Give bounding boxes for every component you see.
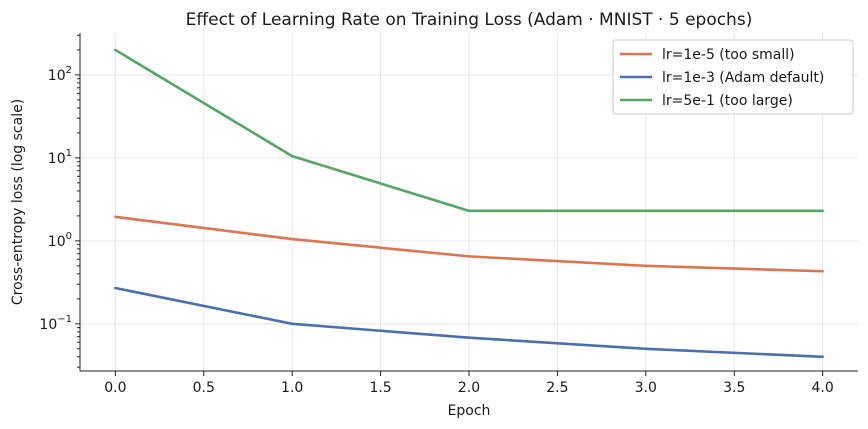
legend-frame	[612, 39, 854, 115]
x-axis-title: Epoch	[448, 403, 491, 419]
x-ticks: 0.0 0.5 1.0 1.5 2.0 2.5 3.0 3.5 4.0	[104, 371, 834, 396]
legend: lr=1e-5 (too small) lr=1e-3 (Adam default…	[612, 39, 854, 115]
x-tick-label: 1.5	[369, 380, 391, 396]
chart-title: Effect of Learning Rate on Training Loss…	[186, 10, 753, 30]
x-tick-label: 4.0	[812, 380, 834, 396]
legend-label: lr=5e-1 (too large)	[662, 93, 793, 109]
series-line	[114, 286, 824, 359]
y-tick-label: 100	[48, 231, 72, 250]
x-tick-label: 0.0	[104, 380, 126, 396]
x-tick-label: 0.5	[193, 380, 215, 396]
x-tick-label: 2.0	[458, 380, 480, 396]
series-line	[114, 215, 824, 273]
legend-label: lr=1e-5 (too small)	[662, 47, 795, 63]
y-tick-label: 101	[48, 148, 72, 167]
x-tick-label: 2.5	[546, 380, 568, 396]
y-tick-label: 102	[48, 65, 72, 84]
y-tick-label: 10−1	[39, 314, 72, 333]
x-tick-label: 3.0	[635, 380, 657, 396]
series-lines	[114, 48, 824, 359]
y-ticks: 10−1 100 101 102	[39, 34, 80, 368]
legend-label: lr=1e-3 (Adam default)	[662, 70, 824, 86]
x-tick-label: 3.5	[723, 380, 745, 396]
series-line	[114, 48, 824, 213]
x-tick-label: 1.0	[281, 380, 303, 396]
y-axis-title: Cross-entropy loss (log scale)	[10, 99, 26, 305]
